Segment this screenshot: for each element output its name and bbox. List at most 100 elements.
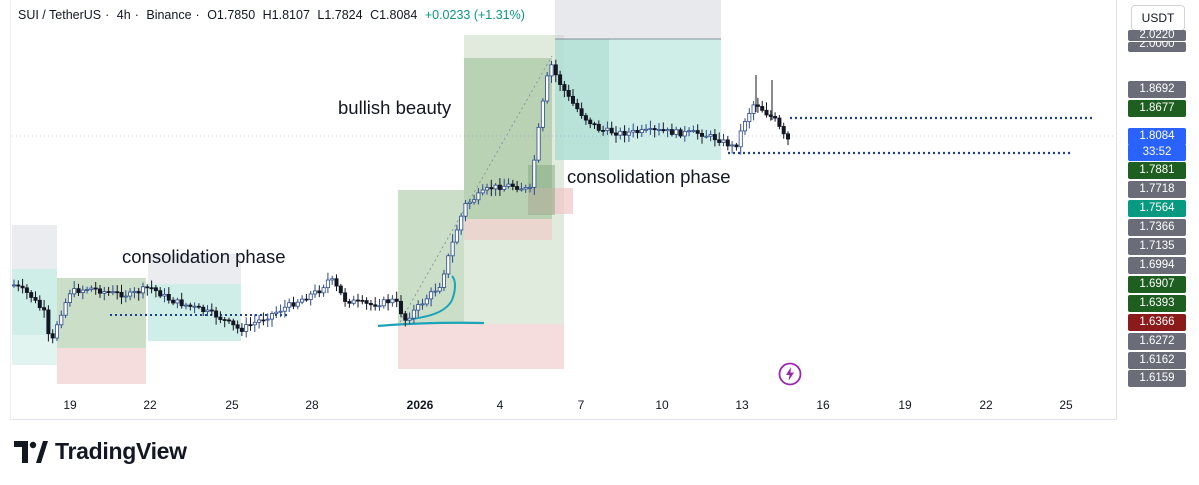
- candle-body: [209, 309, 214, 312]
- price-label: 1.8677: [1128, 100, 1186, 117]
- zone-6-green-dark: [555, 39, 609, 160]
- price-label: 1.6366: [1128, 314, 1186, 331]
- candle-body: [618, 130, 623, 136]
- candle-body: [80, 289, 85, 294]
- candle-body: [192, 305, 197, 308]
- candle-body: [248, 324, 253, 327]
- candle-body: [171, 299, 176, 304]
- close-value: C1.8084: [370, 8, 418, 22]
- change-value: +0.0233 (+1.31%): [424, 8, 525, 22]
- candle-body: [360, 299, 365, 302]
- candle-body: [37, 299, 42, 309]
- candle-body: [721, 139, 726, 143]
- candle-body: [652, 128, 657, 131]
- candle-body: [140, 286, 145, 294]
- candle-body: [596, 123, 601, 131]
- candle-body: [231, 320, 236, 326]
- candle-body: [235, 324, 240, 329]
- candle-body: [175, 299, 180, 304]
- candle-body: [11, 284, 16, 287]
- candle-body: [446, 255, 451, 275]
- candle-body: [626, 131, 631, 136]
- candle-body: [145, 286, 150, 289]
- candle-body: [579, 108, 584, 117]
- candle-body: [106, 291, 111, 293]
- candle-body: [781, 126, 786, 135]
- zone-3-top: [148, 254, 241, 284]
- candle-body: [93, 287, 98, 290]
- candle-body: [265, 318, 270, 321]
- candle-body: [429, 291, 434, 300]
- flash-icon[interactable]: [778, 362, 802, 386]
- candle-body: [717, 139, 722, 143]
- candle-body: [622, 130, 627, 136]
- candle-body: [441, 273, 446, 288]
- time-label: 22: [979, 398, 993, 412]
- price-label: 1.6994: [1128, 257, 1186, 274]
- candle-body: [545, 75, 550, 102]
- candle-body: [162, 293, 167, 297]
- candle-body: [55, 324, 60, 339]
- candle-body: [278, 310, 283, 313]
- candle-body: [571, 95, 576, 104]
- candle-body: [523, 186, 528, 190]
- candle-body: [222, 319, 227, 321]
- candle-body: [695, 130, 700, 134]
- candle-body: [601, 129, 606, 132]
- position-zones: [12, 0, 721, 384]
- candle-body: [183, 304, 188, 307]
- candle-body: [317, 290, 322, 294]
- candle-body: [274, 311, 279, 315]
- candle-body: [312, 290, 317, 295]
- interval[interactable]: 4h: [116, 8, 131, 22]
- candle-body: [252, 321, 257, 326]
- price-label: 2.0220: [1128, 30, 1186, 41]
- candle-body: [497, 184, 502, 190]
- candle-body: [674, 129, 679, 135]
- tradingview-brand[interactable]: TradingView: [14, 438, 187, 465]
- currency-button[interactable]: USDT: [1131, 5, 1185, 31]
- candle-body: [153, 287, 158, 292]
- candle-body: [669, 129, 674, 135]
- candle-body: [536, 126, 541, 161]
- candle-body: [558, 74, 563, 85]
- candle-body: [132, 291, 137, 293]
- candle-body: [411, 309, 416, 319]
- candle-body: [394, 298, 399, 302]
- candle-body: [760, 106, 765, 111]
- candle-body: [467, 201, 472, 204]
- candle-body: [747, 113, 752, 122]
- candle-body: [29, 292, 34, 298]
- price-label: 1.8692: [1128, 81, 1186, 98]
- price-label: 1.8084: [1128, 128, 1186, 145]
- candle-body: [751, 104, 756, 114]
- candle-body: [657, 129, 662, 131]
- candle-body: [635, 129, 640, 134]
- tradingview-logo-icon: [14, 440, 48, 463]
- symbol-name[interactable]: SUI / TetherUS: [18, 8, 102, 22]
- candle-body: [42, 307, 47, 311]
- price-label: 1.7366: [1128, 219, 1186, 236]
- candle-body: [214, 310, 219, 318]
- candle-body: [515, 186, 520, 190]
- candle-body: [493, 184, 498, 190]
- candle-body: [712, 134, 717, 141]
- candle-body: [59, 314, 64, 326]
- candle-body: [166, 293, 171, 301]
- candle-body: [98, 288, 103, 294]
- candle-body: [463, 203, 468, 217]
- zone-4-red: [398, 324, 564, 369]
- time-label: 7: [577, 398, 585, 412]
- candle-body: [730, 144, 735, 147]
- candle-body: [450, 241, 455, 257]
- exchange: Binance: [146, 8, 192, 22]
- candle-body: [553, 64, 558, 76]
- candle-body: [437, 287, 442, 292]
- candle-body: [687, 130, 692, 133]
- candle-body: [364, 300, 369, 304]
- candle-body: [257, 319, 262, 323]
- chart-canvas[interactable]: [0, 0, 1116, 420]
- candle-body: [532, 159, 537, 188]
- candle-body: [308, 293, 313, 300]
- candle-body: [424, 298, 429, 305]
